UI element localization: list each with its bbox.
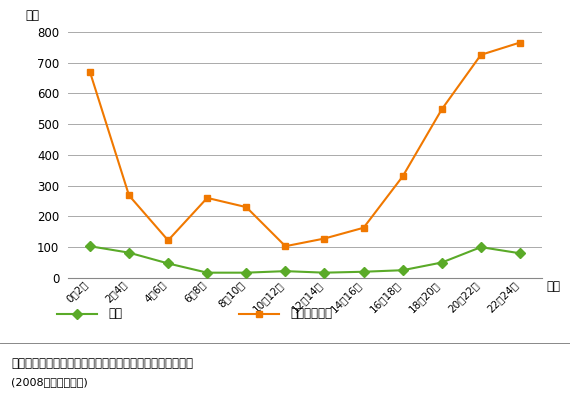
強妦 (282, 269, 289, 274)
強制わいせつ (321, 236, 328, 241)
強制わいせつ (438, 107, 445, 112)
強妦 (516, 251, 523, 256)
強制わいせつ (243, 205, 250, 210)
強制わいせつ (165, 238, 172, 243)
Text: 強制わいせつ: 強制わいせつ (291, 307, 333, 320)
強制わいせつ (125, 193, 132, 198)
Text: 街頭における強妦・強制わいせつの発生時間帯別認知件数: 街頭における強妦・強制わいせつの発生時間帯別認知件数 (11, 357, 193, 370)
強制わいせつ (360, 225, 367, 230)
強妦 (204, 270, 211, 275)
強制わいせつ (399, 174, 406, 179)
強妦 (165, 261, 172, 266)
強制わいせつ (516, 40, 523, 45)
強制わいせつ (478, 52, 484, 57)
Line: 強妦: 強妦 (87, 243, 523, 276)
強妦 (438, 260, 445, 265)
強妦 (399, 268, 406, 273)
強妦 (87, 244, 93, 249)
強制わいせつ (204, 196, 211, 200)
Text: (2008年警察庁調べ): (2008年警察庁調べ) (11, 377, 88, 387)
Line: 強制わいせつ: 強制わいせつ (87, 39, 523, 250)
Text: 強妦: 強妦 (108, 307, 123, 320)
強制わいせつ (282, 244, 289, 249)
強妦 (321, 270, 328, 275)
強制わいせつ (87, 69, 93, 74)
Text: 件数: 件数 (26, 9, 40, 22)
強妦 (125, 250, 132, 255)
Text: 時間: 時間 (546, 280, 560, 293)
強妦 (243, 270, 250, 275)
強妦 (360, 270, 367, 274)
強妦 (478, 245, 484, 250)
